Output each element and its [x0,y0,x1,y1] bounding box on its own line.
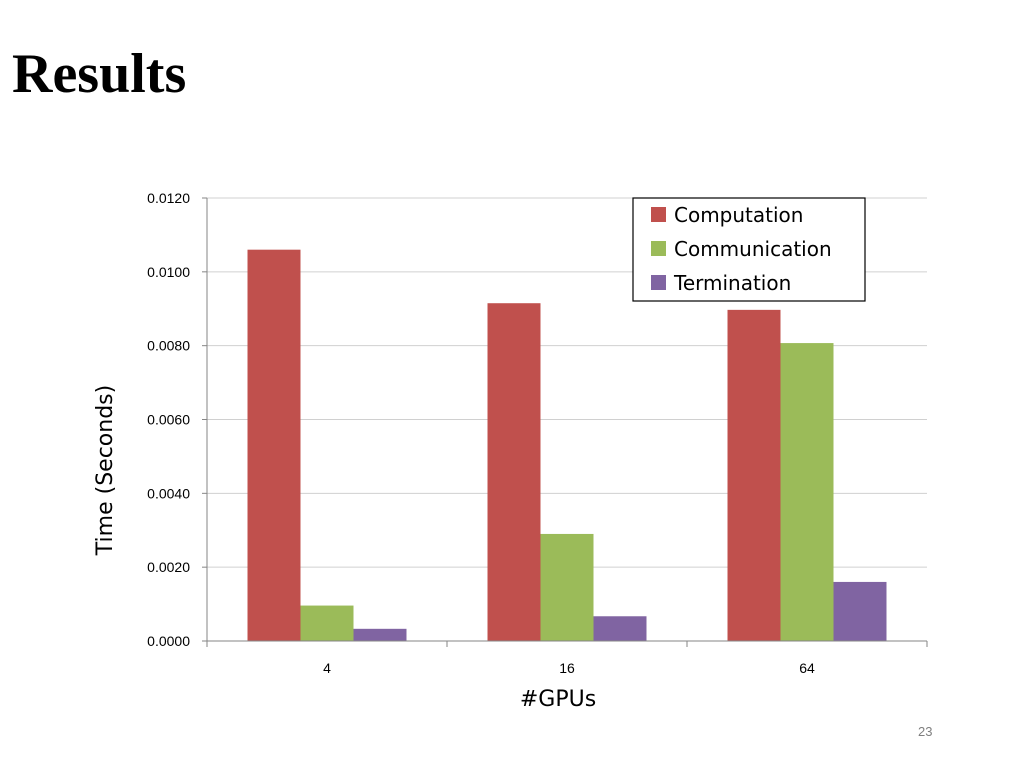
y-tick-label: 0.0060 [147,412,190,428]
x-axis-title: #GPUs [520,687,596,712]
slide-title: Results [12,43,187,105]
legend-swatch-termination [651,275,666,290]
legend-swatch-computation [651,207,666,222]
legend-label-communication: Communication [674,237,832,261]
legend-label-termination: Termination [673,271,791,295]
legend: Computation Communication Termination [632,197,866,302]
bar-communication-16 [540,533,594,641]
y-tick-label: 0.0040 [147,485,190,501]
legend-box [632,197,866,302]
x-tick-label: 16 [559,660,575,676]
slide-number: 23 [918,724,933,739]
bar-computation-16 [487,303,541,641]
y-tick-label: 0.0080 [147,338,190,354]
y-tick-label: 0.0100 [147,264,190,280]
legend-swatch-communication [651,241,666,256]
y-tick-labels: 0.0000 0.0020 0.0040 0.0060 0.0080 0.0100 0.01… [147,190,190,649]
legend-label-computation: Computation [674,203,803,227]
y-tick-label: 0.0120 [147,190,190,206]
bar-computation-4 [247,249,301,641]
x-tick-labels: 4 16 64 [323,660,815,676]
bar-communication-4 [300,605,354,641]
y-tick-label: 0.0000 [147,633,190,649]
bar-termination-16 [593,616,647,641]
bars [247,249,887,641]
bar-communication-64 [780,343,834,641]
y-tick-label: 0.0020 [147,559,190,575]
bar-termination-64 [833,581,887,641]
x-tick-label: 64 [799,660,815,676]
y-axis-title: Time (Seconds) [93,385,118,556]
axes [202,197,928,647]
bar-termination-4 [353,628,407,641]
bar-computation-64 [727,309,781,641]
x-tick-label: 4 [323,660,331,676]
